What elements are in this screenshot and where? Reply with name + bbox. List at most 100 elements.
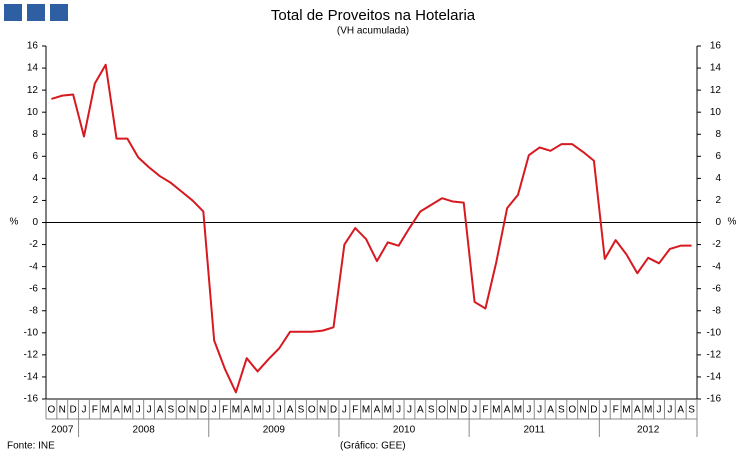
logo-block <box>50 4 68 21</box>
y2-tick-label: 16 <box>710 41 722 52</box>
x-tick-label: J <box>526 405 531 416</box>
y2-tick-label: -12 <box>707 350 722 361</box>
x-tick-label: J <box>537 405 542 416</box>
x-tick-label: O <box>48 405 56 416</box>
x-tick-label: A <box>374 405 381 416</box>
x-tick-label: A <box>287 405 294 416</box>
y2-tick-label: 14 <box>710 63 722 74</box>
x-tick-label: D <box>460 405 467 416</box>
x-tick-label: J <box>81 405 86 416</box>
x-tick-label: O <box>438 405 446 416</box>
x-tick-label: S <box>558 405 565 416</box>
y2-tick-label: 8 <box>715 129 721 140</box>
data-line <box>51 63 692 394</box>
y-tick-label: 12 <box>27 85 39 96</box>
x-tick-label: S <box>428 405 435 416</box>
x-tick-label: M <box>253 405 261 416</box>
y2-tick-label: -2 <box>712 239 721 250</box>
y-tick-label: 2 <box>32 195 38 206</box>
y-tick-label: -12 <box>24 350 39 361</box>
x-tick-label: N <box>189 405 196 416</box>
y-tick-label: 10 <box>27 107 39 118</box>
y2-tick-label: -10 <box>707 327 722 338</box>
x-tick-label: J <box>266 405 271 416</box>
y2-tick-label: 2 <box>715 195 721 206</box>
y2-tick-label: 12 <box>710 85 722 96</box>
x-tick-label: F <box>613 405 619 416</box>
y-tick-label: 0 <box>32 217 38 228</box>
x-tick-label: A <box>677 405 684 416</box>
x-tick-label: D <box>70 405 77 416</box>
x-tick-label: A <box>113 405 120 416</box>
y-tick-label: -10 <box>24 327 39 338</box>
x-tick-label: F <box>222 405 228 416</box>
x-tick-label: S <box>167 405 174 416</box>
x-tick-label: M <box>123 405 131 416</box>
x-tick-label: A <box>547 405 554 416</box>
y-tick-label: -8 <box>29 305 38 316</box>
y-tick-label: -6 <box>29 283 38 294</box>
source: Fonte: INE <box>7 441 55 452</box>
y2-tick-label: -16 <box>707 394 722 405</box>
x-tick-label: A <box>157 405 164 416</box>
y-tick-label: -4 <box>29 261 38 272</box>
y2-tick-label: 4 <box>715 173 721 184</box>
x-tick-label: O <box>308 405 316 416</box>
x-tick-label: M <box>362 405 370 416</box>
x-tick-label: J <box>277 405 282 416</box>
logo-block <box>4 4 22 21</box>
x-tick-label: J <box>136 405 141 416</box>
y-tick-label: 16 <box>27 41 39 52</box>
x-tick-label: M <box>232 405 240 416</box>
x-tick-label: J <box>657 405 662 416</box>
x-tick-label: O <box>568 405 576 416</box>
x-tick-label: D <box>330 405 337 416</box>
y2-tick-label: 10 <box>710 107 722 118</box>
year-label: 2010 <box>393 425 416 436</box>
x-tick-label: J <box>396 405 401 416</box>
credit: (Gráfico: GEE) <box>340 441 406 452</box>
x-tick-label: N <box>59 405 66 416</box>
x-tick-label: S <box>688 405 695 416</box>
y2-tick-label: 0 <box>715 217 721 228</box>
y-tick-label: 14 <box>27 63 39 74</box>
y-axis-label: % <box>10 217 19 228</box>
x-tick-label: J <box>472 405 477 416</box>
x-tick-label: D <box>200 405 207 416</box>
y2-tick-label: -8 <box>712 305 721 316</box>
x-tick-label: O <box>178 405 186 416</box>
x-tick-label: A <box>243 405 250 416</box>
x-tick-label: F <box>482 405 488 416</box>
year-label: 2009 <box>263 425 286 436</box>
year-label: 2008 <box>133 425 156 436</box>
y-tick-label: 4 <box>32 173 38 184</box>
y2-axis-label: % <box>728 217 737 228</box>
y2-tick-label: 6 <box>715 151 721 162</box>
x-tick-label: M <box>644 405 652 416</box>
x-tick-label: M <box>622 405 630 416</box>
y-tick-label: -16 <box>24 394 39 405</box>
x-tick-label: A <box>417 405 424 416</box>
x-tick-label: N <box>319 405 326 416</box>
x-tick-label: J <box>667 405 672 416</box>
x-tick-label: A <box>504 405 511 416</box>
logo-block <box>27 4 45 21</box>
x-tick-label: N <box>449 405 456 416</box>
x-tick-label: F <box>352 405 358 416</box>
y-tick-label: -2 <box>29 239 38 250</box>
x-tick-label: M <box>384 405 392 416</box>
x-tick-label: D <box>590 405 597 416</box>
x-tick-label: J <box>342 405 347 416</box>
x-tick-label: J <box>602 405 607 416</box>
x-tick-label: M <box>514 405 522 416</box>
x-tick-label: A <box>634 405 641 416</box>
y2-tick-label: -4 <box>712 261 721 272</box>
y-tick-label: 8 <box>32 129 38 140</box>
x-tick-label: F <box>92 405 98 416</box>
year-label: 2007 <box>51 425 74 436</box>
x-tick-label: S <box>298 405 305 416</box>
x-tick-label: M <box>102 405 110 416</box>
year-label: 2012 <box>637 425 660 436</box>
year-label: 2011 <box>523 425 545 436</box>
